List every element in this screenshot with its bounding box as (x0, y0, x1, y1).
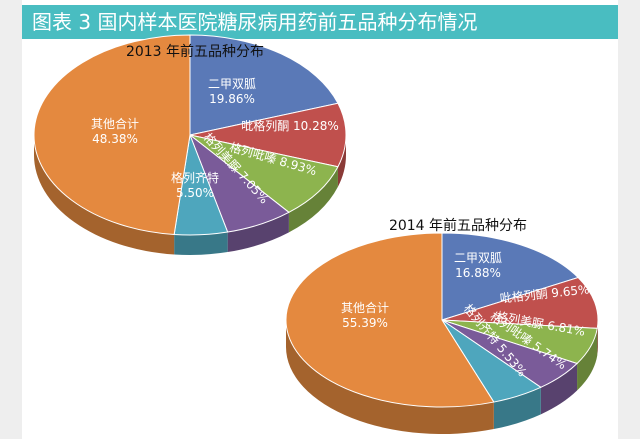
figure-title: 图表 3 国内样本医院糖尿病用药前五品种分布情况 (32, 10, 478, 34)
pie-slice (189, 34, 339, 136)
pie-slice (189, 102, 347, 168)
pie-slice (189, 134, 339, 213)
pie-slice-side (286, 320, 494, 434)
slice-label: 二甲双胍 19.86% (208, 76, 256, 106)
slice-label: 格列齐特 5.50% (171, 170, 219, 200)
slice-label: 其他合计 48.38% (91, 116, 139, 146)
slice-label: 其他合计 55.39% (341, 300, 389, 330)
chart-title: 2013 年前五品种分布 (126, 43, 264, 60)
pie-slice (441, 276, 599, 329)
pie-slice-side (34, 135, 175, 255)
figure-header: 图表 3 国内样本医院糖尿病用药前五品种分布情况 (22, 5, 618, 39)
pie-slice-side (337, 135, 346, 187)
pie-slice-side (540, 363, 578, 415)
pie-slice (441, 232, 580, 321)
pie-slice-side (227, 212, 289, 253)
slice-label: 二甲双胍 16.88% (454, 250, 502, 280)
chart-title: 2014 年前五品种分布 (389, 217, 527, 234)
pie-slice (285, 232, 495, 408)
pie-chart-2: 二甲双胍 16.88%吡格列酮 9.65%格列美脲 6.81%格列吡嗪 5.74%… (285, 217, 599, 434)
pie-slice-side (288, 166, 338, 233)
pie-slice-side (174, 232, 228, 255)
pie-slice-side (493, 387, 541, 430)
pie-chart-1: 二甲双胍 19.86%吡格列酮 10.28%格列吡嗪 8.93%格列美脲 7.05… (33, 34, 347, 255)
pie-slice (33, 34, 191, 236)
slice-label: 吡格列酮 10.28% (241, 118, 339, 133)
